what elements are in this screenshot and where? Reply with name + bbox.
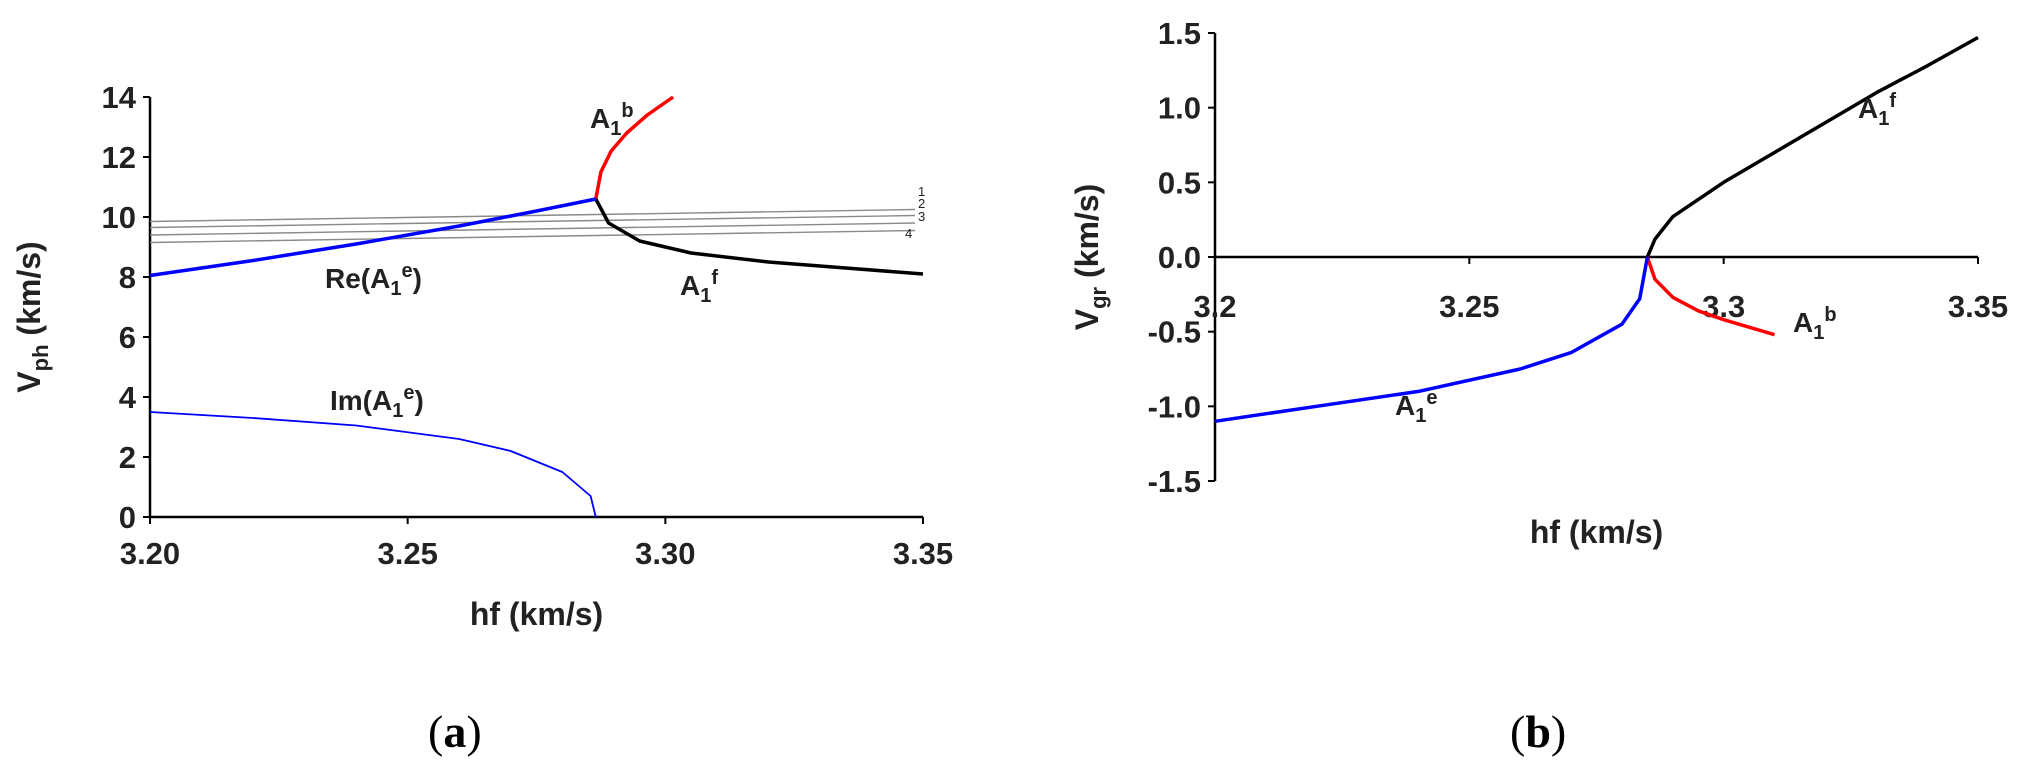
- y-tick-label: 0: [119, 500, 136, 535]
- y-tick-label: 10: [102, 200, 136, 235]
- x-axis-title: hf (km/s): [1530, 514, 1663, 550]
- label-re-a1e: Re(A1e): [325, 260, 422, 300]
- gray-line-3: [149, 222, 916, 236]
- panel-a-label: (a): [428, 706, 482, 757]
- y-tick-label: 0.0: [1158, 240, 1201, 275]
- y-tick-label: 14: [102, 80, 137, 115]
- x-tick-label: 3.25: [377, 536, 437, 571]
- gray-line-1: [149, 208, 916, 223]
- x-tick-label: 3.20: [120, 536, 180, 571]
- gray-line-4: [149, 229, 916, 244]
- curve-a1b: [1645, 256, 1775, 337]
- gray-line-number-4: 4: [905, 226, 912, 241]
- y-tick-label: 1.5: [1158, 16, 1201, 51]
- label-a1b: A1b: [1793, 304, 1837, 344]
- y-tick-label: 1.0: [1158, 91, 1201, 126]
- x-tick-label: 3.2: [1193, 289, 1236, 324]
- panel-b-label: (b): [1510, 706, 1567, 757]
- curve-im-a1e: [149, 411, 597, 518]
- y-tick-label: -1.0: [1148, 389, 1201, 424]
- panel-a-letter: a: [443, 706, 467, 757]
- x-axis-title: hf (km/s): [470, 596, 603, 632]
- x-tick-label: 3.30: [635, 536, 695, 571]
- y-tick-label: -1.5: [1148, 464, 1201, 499]
- y-axis-title: Vgr (km/s): [1069, 184, 1111, 330]
- gray-line-number-2: 2: [918, 196, 925, 211]
- y-tick-label: 0.5: [1158, 165, 1201, 200]
- y-tick-label: 4: [119, 380, 137, 415]
- curve-re-a1e: [149, 197, 597, 278]
- y-axis-title: Vph (km/s): [11, 241, 53, 392]
- gray-line-number-3: 3: [918, 209, 925, 224]
- label-a1b: A1b: [590, 100, 634, 140]
- y-tick-label: -0.5: [1148, 315, 1201, 350]
- x-tick-label: 3.35: [893, 536, 953, 571]
- y-tick-label: 12: [102, 140, 136, 175]
- panel-b-letter: b: [1525, 706, 1551, 757]
- gray-line-2: [149, 214, 916, 229]
- label-a1f: A1f: [680, 267, 718, 307]
- gray-line-number-1: 1: [918, 184, 925, 199]
- panel-b-chart: -1.5-1.0-0.50.00.51.01.53.2 3.25 3.3 3.35hf…: [1069, 16, 2008, 550]
- label-a1f: A1f: [1858, 90, 1896, 130]
- label-a1e: A1e: [1395, 387, 1437, 427]
- label-im-a1e: Im(A1e): [330, 382, 424, 422]
- curve-a1e: [1214, 256, 1650, 424]
- curve-a1f: [1645, 35, 1979, 258]
- curve-a1f: [594, 198, 924, 276]
- x-tick-label: 3.25: [1439, 289, 1499, 324]
- y-tick-label: 8: [119, 260, 136, 295]
- x-tick-label: 3.35: [1948, 289, 2008, 324]
- y-tick-label: 6: [119, 320, 136, 355]
- y-tick-label: 2: [119, 440, 136, 475]
- curve-a1b: [594, 95, 675, 200]
